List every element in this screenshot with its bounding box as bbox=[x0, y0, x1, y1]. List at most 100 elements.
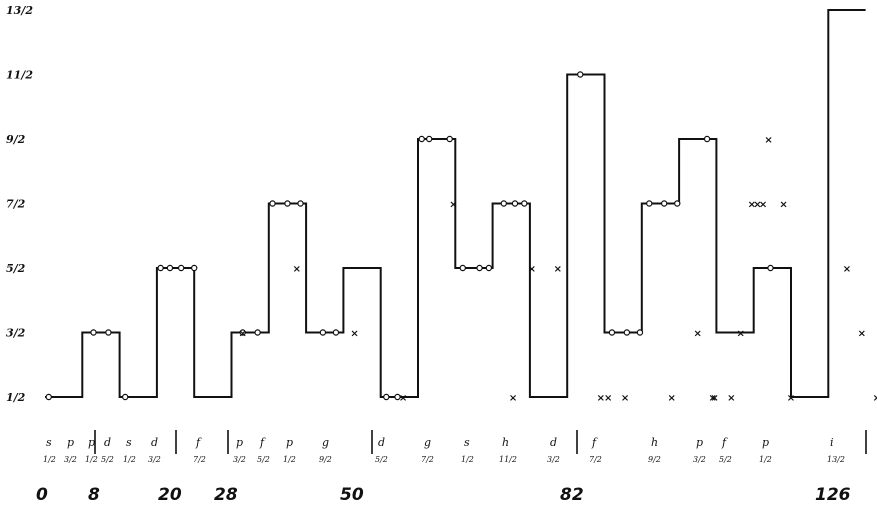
cross-markers: ×××××××××××××××××××××××××××× bbox=[238, 135, 877, 404]
orbital-label: p 1/2 bbox=[85, 436, 98, 464]
shell-separators bbox=[94, 430, 867, 454]
level-step-line bbox=[45, 9, 866, 398]
orbital-subscript: 1/2 bbox=[123, 455, 136, 464]
orbital-letter: d bbox=[151, 436, 158, 449]
cross-marker: × bbox=[554, 264, 562, 275]
cross-marker: × bbox=[710, 393, 718, 404]
orbital-label: g 7/2 bbox=[421, 436, 434, 464]
open-circle-marker bbox=[239, 329, 246, 336]
open-circle-marker bbox=[121, 393, 129, 401]
orbital-letter: g bbox=[424, 436, 431, 449]
orbital-letter: p bbox=[286, 436, 293, 449]
orbital-label: i 13/2 bbox=[827, 436, 845, 464]
orbital-subscript: 3/2 bbox=[64, 455, 77, 464]
orbital-subscript: 3/2 bbox=[148, 455, 161, 464]
orbital-subscript: 5/2 bbox=[375, 455, 388, 464]
cross-marker: × bbox=[843, 264, 851, 275]
magic-number-labels: 0 8 20 28 50 82 126 bbox=[36, 485, 851, 505]
open-circle-marker bbox=[157, 264, 164, 272]
cross-marker: × bbox=[858, 329, 866, 340]
orbital-letter: g bbox=[322, 436, 329, 449]
open-circle-marker bbox=[383, 393, 390, 401]
y-tick-label: 3/2 bbox=[6, 327, 26, 340]
orbital-label: s 1/2 bbox=[43, 436, 56, 464]
orbital-label: f 5/2 bbox=[719, 436, 732, 464]
orbital-letter: p bbox=[236, 436, 243, 449]
open-circle-marker bbox=[703, 135, 711, 143]
cross-marker: × bbox=[621, 393, 629, 404]
open-circle-marker bbox=[623, 329, 631, 336]
open-circle-marker bbox=[254, 329, 261, 336]
orbital-subscript: 11/2 bbox=[499, 455, 517, 464]
cross-marker: × bbox=[779, 200, 787, 211]
orbital-subscript: 1/2 bbox=[283, 455, 296, 464]
open-circle-marker bbox=[459, 264, 466, 272]
level-step-lines bbox=[45, 9, 866, 398]
orbital-letter: h bbox=[651, 436, 658, 449]
orbital-subscript: 3/2 bbox=[693, 455, 706, 464]
orbital-labels: s 1/2 p 3/2 p 1/2 d 5/2 s 1/2 d 3/2 f 7/2 p 3/2 f 5/2 p 1/2… bbox=[43, 436, 845, 464]
orbital-subscript: 7/2 bbox=[589, 455, 602, 464]
orbital-label: g 9/2 bbox=[319, 436, 332, 464]
open-circle-marker bbox=[45, 393, 52, 401]
orbital-letter: f bbox=[195, 436, 202, 449]
orbital-label: s 1/2 bbox=[461, 436, 474, 464]
cross-marker: × bbox=[694, 329, 702, 340]
orbital-subscript: 1/2 bbox=[43, 455, 56, 464]
orbital-label: f 7/2 bbox=[193, 436, 206, 464]
magic-number: 28 bbox=[214, 485, 238, 505]
orbital-subscript: 9/2 bbox=[319, 455, 332, 464]
orbital-letter: d bbox=[378, 436, 385, 449]
cross-marker: × bbox=[597, 393, 605, 404]
orbital-subscript: 5/2 bbox=[719, 455, 732, 464]
cross-marker: × bbox=[873, 393, 877, 404]
cross-marker: × bbox=[449, 200, 457, 211]
cross-marker: × bbox=[667, 393, 675, 404]
orbital-label: p 1/2 bbox=[759, 436, 772, 464]
orbital-label: s 1/2 bbox=[123, 436, 136, 464]
open-circle-marker bbox=[521, 200, 528, 207]
orbital-subscript: 9/2 bbox=[648, 455, 661, 464]
cross-marker: × bbox=[759, 200, 767, 211]
orbital-letter: f bbox=[591, 436, 598, 449]
magic-number: 8 bbox=[88, 485, 100, 505]
y-tick-label: 13/2 bbox=[6, 4, 33, 17]
open-circle-marker bbox=[190, 264, 198, 272]
cross-marker: × bbox=[764, 135, 772, 146]
cross-marker: × bbox=[748, 200, 756, 211]
cross-marker: × bbox=[509, 393, 517, 404]
y-tick-label: 9/2 bbox=[6, 133, 26, 146]
open-circle-marker bbox=[511, 200, 519, 207]
orbital-label: d 3/2 bbox=[547, 436, 560, 464]
orbital-letter: i bbox=[830, 436, 834, 449]
cross-marker: × bbox=[604, 393, 612, 404]
orbital-letter: p bbox=[67, 436, 74, 449]
cross-marker: × bbox=[736, 329, 744, 340]
open-circle-marker bbox=[394, 393, 401, 401]
cross-marker: × bbox=[238, 329, 246, 340]
orbital-subscript: 3/2 bbox=[547, 455, 560, 464]
orbital-label: d 3/2 bbox=[148, 436, 161, 464]
orbital-subscript: 5/2 bbox=[101, 455, 114, 464]
open-circle-marker bbox=[608, 329, 616, 336]
orbital-letter: d bbox=[550, 436, 557, 449]
y-tick-label: 5/2 bbox=[6, 262, 26, 275]
cross-marker: × bbox=[708, 393, 716, 404]
open-circle-markers bbox=[45, 71, 774, 401]
orbital-label: d 5/2 bbox=[375, 436, 388, 464]
magic-number: 126 bbox=[815, 485, 851, 505]
orbital-subscript: 1/2 bbox=[85, 455, 98, 464]
orbital-subscript: 1/2 bbox=[461, 455, 474, 464]
orbital-letter: s bbox=[464, 436, 470, 449]
magic-number: 20 bbox=[158, 485, 182, 505]
open-circle-marker bbox=[105, 329, 112, 336]
orbital-label: p 3/2 bbox=[64, 436, 77, 464]
magic-number: 0 bbox=[36, 485, 48, 505]
orbital-subscript: 1/2 bbox=[759, 455, 772, 464]
magic-number: 82 bbox=[560, 485, 584, 505]
orbital-letter: s bbox=[126, 436, 132, 449]
orbital-label: h 11/2 bbox=[499, 436, 517, 464]
cross-marker: × bbox=[753, 200, 761, 211]
open-circle-marker bbox=[319, 329, 327, 336]
